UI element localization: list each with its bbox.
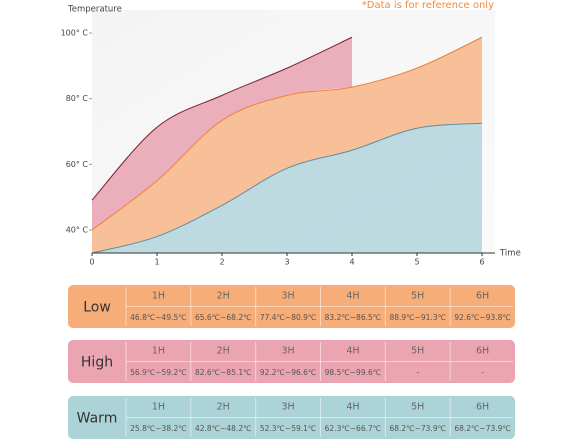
range-cell: 68.2℃~73.9℃ (454, 424, 511, 433)
column-header: 2H (217, 291, 230, 302)
column-header: 5H (411, 346, 424, 357)
series-area (92, 37, 352, 231)
range-cell: 52.3℃~59.1℃ (260, 424, 317, 433)
range-cell: 42.8℃~48.2℃ (195, 424, 252, 433)
y-tick-label: 80° C (66, 94, 89, 103)
series-area (92, 37, 482, 254)
column-header: 1H (152, 346, 165, 357)
column-header: 4H (346, 402, 359, 413)
column-header: 5H (411, 402, 424, 413)
x-tick-label: 2 (219, 258, 224, 267)
column-header: 3H (281, 402, 294, 413)
range-cell: 65.6℃~68.2℃ (195, 313, 252, 322)
column-header: 6H (476, 402, 489, 413)
column-header: 2H (217, 346, 230, 357)
column-header: 1H (152, 402, 165, 413)
column-header: 4H (346, 346, 359, 357)
range-cell: 92.2℃~96.6℃ (260, 368, 317, 377)
x-tick-label: 0 (89, 258, 94, 267)
row-label: High (81, 355, 113, 371)
series-line (91, 36, 353, 201)
x-axis-title: Time (499, 249, 521, 259)
row-label: Warm (77, 411, 118, 427)
x-tick-label: 5 (414, 258, 419, 267)
column-header: 6H (476, 346, 489, 357)
y-tick-label: 100° C (61, 28, 89, 37)
series-area (92, 123, 482, 253)
column-header: 3H (281, 291, 294, 302)
x-tick-label: 3 (284, 258, 289, 267)
range-cell: 56.9℃~59.2℃ (130, 368, 187, 377)
range-cell: 25.8℃~38.2℃ (130, 424, 187, 433)
column-header: 4H (346, 291, 359, 302)
range-cell: 98.5℃~99.6℃ (325, 368, 382, 377)
range-cell: 88.9℃~91.3℃ (389, 313, 446, 322)
range-cell: 46.8℃~49.5℃ (130, 313, 187, 322)
range-cell: - (416, 368, 419, 377)
x-tick-label: 1 (154, 258, 159, 267)
series-line (91, 36, 483, 231)
x-tick-label: 4 (349, 258, 354, 267)
note: *Data is for reference only (362, 0, 494, 11)
range-cell: 92.6℃~93.8℃ (454, 313, 511, 322)
range-cell: 83.2℃~86.5℃ (325, 313, 382, 322)
range-cell: 82.6℃~85.1℃ (195, 368, 252, 377)
column-header: 1H (152, 291, 165, 302)
y-tick-label: 40° C (66, 226, 89, 235)
column-header: 2H (217, 402, 230, 413)
range-cell: - (481, 368, 484, 377)
y-axis-title: Temperature (67, 5, 122, 15)
column-header: 6H (476, 291, 489, 302)
row-label: Low (83, 300, 111, 316)
column-header: 5H (411, 291, 424, 302)
column-header: 3H (281, 346, 294, 357)
x-tick-label: 6 (479, 258, 484, 267)
range-cell: 77.4℃~80.9℃ (260, 313, 317, 322)
series-line (91, 122, 483, 254)
range-cell: 68.2℃~73.9℃ (389, 424, 446, 433)
range-cell: 62.3℃~66.7℃ (325, 424, 382, 433)
y-tick-label: 60° C (66, 160, 89, 169)
